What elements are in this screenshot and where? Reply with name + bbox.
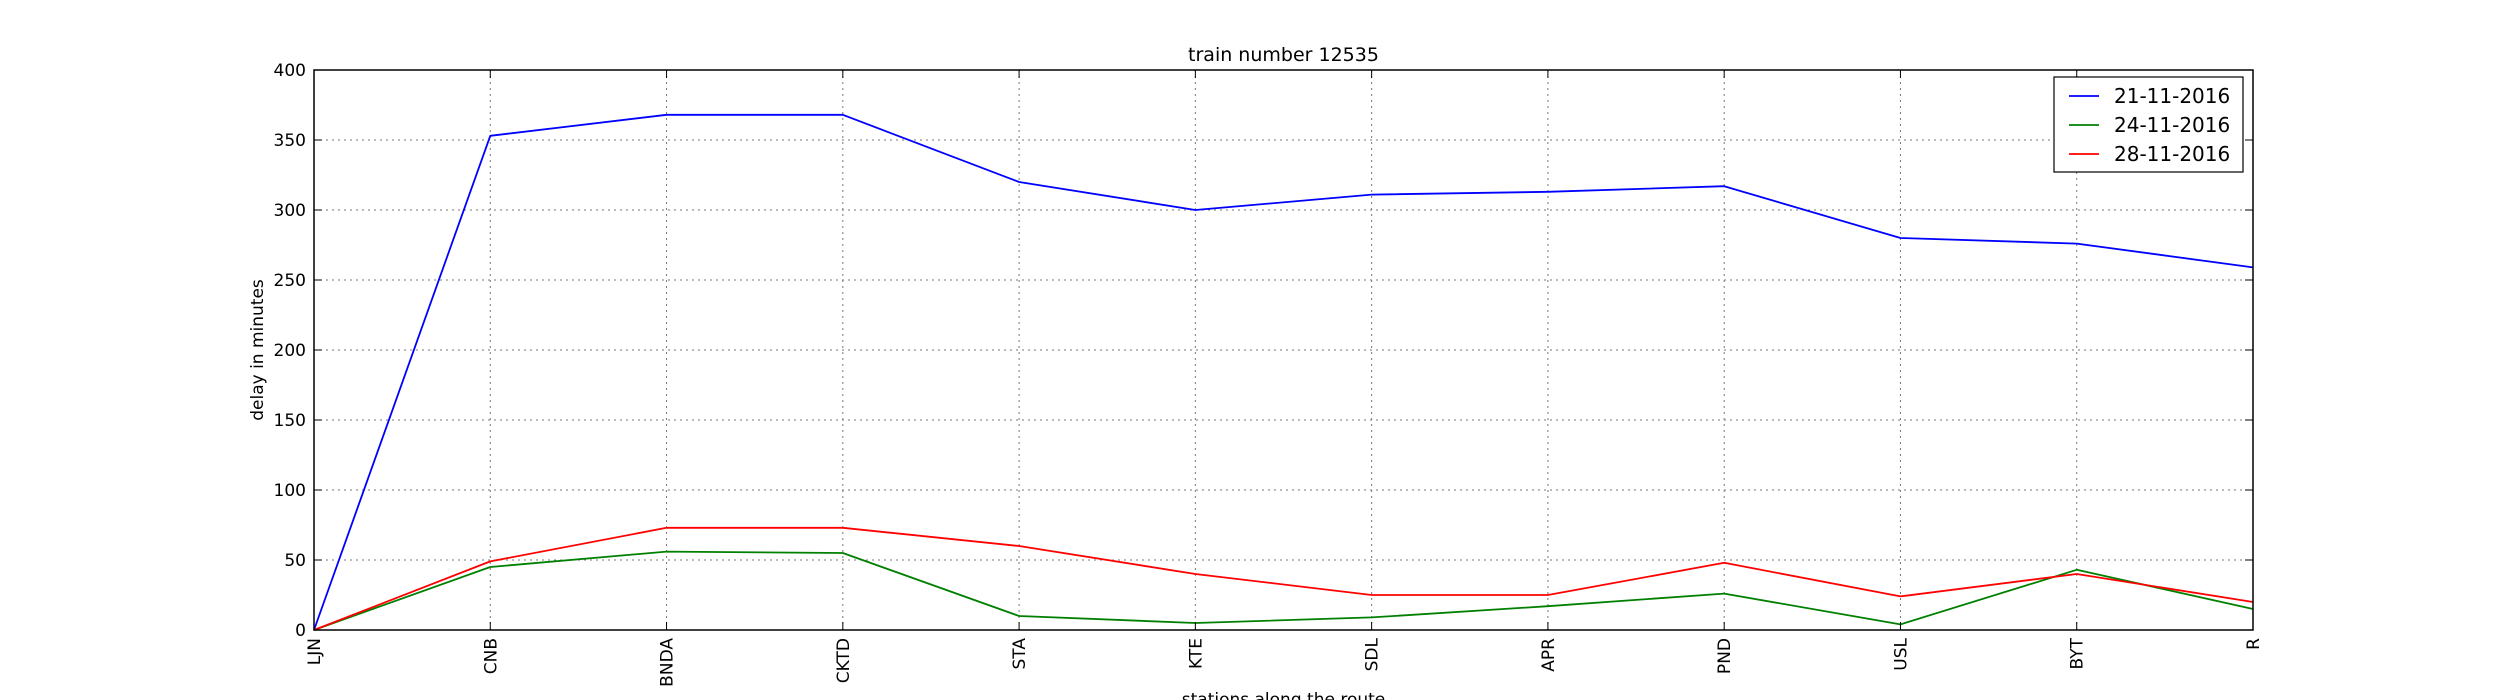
y-tick-label: 250 <box>274 271 306 291</box>
x-axis-label: stations along the route <box>1182 690 1386 700</box>
y-tick-label: 150 <box>274 411 306 431</box>
y-axis-label: delay in minutes <box>248 279 268 421</box>
y-tick-label: 300 <box>274 201 306 221</box>
y-axis: 0 50 100 150 200 250 300 350 400 <box>274 61 2253 641</box>
legend: 21-11-2016 24-11-2016 28-11-2016 <box>2053 76 2244 173</box>
x-tick-label: BNDA <box>658 638 678 687</box>
x-tick-label: CKTD <box>834 638 854 683</box>
y-tick-label: 50 <box>284 551 306 571</box>
legend-label: 28-11-2016 <box>2114 142 2230 166</box>
y-tick-label: 400 <box>274 61 306 81</box>
x-tick-label: CNB <box>481 638 501 674</box>
x-tick-label: BYT <box>2068 637 2088 669</box>
y-tick-label: 350 <box>274 131 306 151</box>
y-tick-label: 0 <box>295 621 306 641</box>
x-tick-label: LJN <box>305 638 325 665</box>
y-tick-label: 100 <box>274 481 306 501</box>
x-axis: LJN CNB BNDA CKTD STA KTE SDL APR PND USL BYT R <box>305 70 2264 687</box>
chart-title: train number 12535 <box>1188 44 1379 66</box>
x-tick-label: R <box>2244 638 2264 650</box>
series-lines <box>313 113 2254 631</box>
x-tick-label: USL <box>1891 637 1911 670</box>
x-tick-label: STA <box>1010 638 1030 670</box>
x-tick-label: SDL <box>1363 637 1383 671</box>
series-line-2 <box>313 526 2254 631</box>
legend-label: 24-11-2016 <box>2114 113 2230 137</box>
y-tick-label: 200 <box>274 341 306 361</box>
series-line-0 <box>313 113 2254 631</box>
series-line-1 <box>313 550 2254 631</box>
legend-label: 21-11-2016 <box>2114 84 2230 108</box>
x-tick-label: KTE <box>1186 638 1206 669</box>
x-tick-label: PND <box>1715 638 1735 674</box>
x-tick-label: APR <box>1539 638 1559 672</box>
